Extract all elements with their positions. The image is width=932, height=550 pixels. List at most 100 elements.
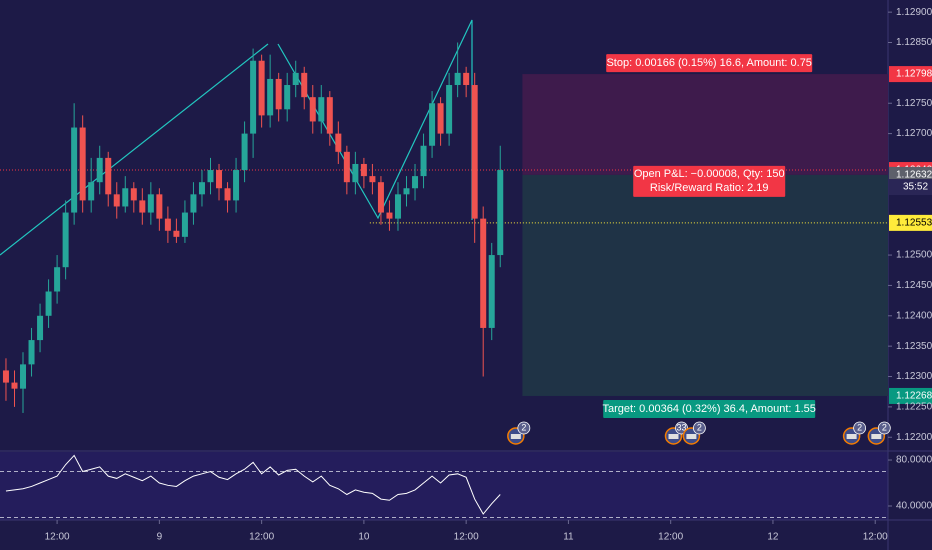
candle-body: [301, 72, 308, 98]
candle-body: [122, 188, 129, 207]
price-badge-label: 1.12268: [896, 391, 932, 402]
candle-body: [216, 170, 223, 189]
event-count: 2: [697, 422, 702, 432]
price-badge: [889, 66, 932, 83]
candle-body: [497, 170, 504, 256]
target-label: Target: 0.00364 (0.32%) 36.4, Amount: 1.…: [602, 403, 815, 415]
event-count-bg: [693, 421, 706, 435]
price-tick-label: 1.12900: [896, 7, 932, 18]
countdown-box: [889, 179, 932, 196]
candle-body: [2, 370, 9, 383]
candle-body: [454, 72, 461, 86]
candle-body: [173, 230, 180, 237]
rsi-tick-label: 80.0000: [896, 455, 932, 466]
candle-body: [250, 60, 257, 134]
candle-body: [446, 85, 453, 134]
time-tick-label: 11: [563, 532, 574, 543]
time-tick-label: 12: [767, 532, 779, 543]
price-tick-label: 1.12500: [896, 250, 932, 261]
candle-body: [360, 163, 367, 177]
candle-body: [96, 157, 103, 183]
stop-label: Stop: 0.00166 (0.15%) 16.6, Amount: 0.75: [606, 57, 811, 69]
candle-body: [292, 72, 299, 86]
price-tick-label: 1.12250: [896, 402, 932, 413]
target-zone: [522, 174, 888, 396]
candle-body: [37, 315, 44, 341]
candle-body: [190, 194, 197, 213]
event-flag: [871, 434, 882, 439]
event-flag: [846, 434, 857, 439]
event-count: 2: [882, 422, 887, 432]
event-flag: [686, 434, 697, 439]
event-count-bg: [877, 421, 891, 435]
candle-body: [326, 97, 333, 134]
price-tick-label: 1.12200: [896, 432, 932, 443]
event-count: 2: [857, 422, 862, 432]
price-tick-label: 1.12700: [896, 128, 932, 139]
candle-body: [139, 200, 146, 213]
price-badge-label: 1.12798: [896, 69, 932, 80]
candle-body: [429, 103, 436, 146]
position-layer: [0, 74, 888, 396]
candle-body: [207, 170, 214, 183]
stop-label-box: [606, 54, 813, 73]
candle-body: [11, 382, 18, 389]
candle-body: [480, 218, 487, 328]
target-label-box: [603, 399, 816, 418]
candle-body: [403, 188, 410, 195]
price-badge: [889, 214, 932, 231]
price-tick-label: 1.12450: [896, 280, 932, 291]
candles: [2, 42, 504, 413]
time-tick-label: 12:00: [454, 532, 479, 543]
candle-body: [463, 72, 470, 86]
time-tick-label: 12:00: [863, 532, 888, 543]
candle-body: [113, 194, 120, 207]
price-tick-label: 1.12750: [896, 98, 932, 109]
overlay: Stop: 0.00166 (0.15%) 16.6, Amount: 0.75…: [507, 54, 932, 445]
candle-body: [156, 194, 163, 219]
candle-body: [471, 85, 478, 219]
event-count-bg: [517, 421, 531, 435]
candle-body: [352, 163, 359, 183]
time-tick-label: 12:00: [658, 532, 683, 543]
event-flag: [668, 434, 679, 439]
price-badge: [889, 387, 932, 404]
price-tick-label: 1.12400: [896, 310, 932, 321]
time-tick-label: 12:00: [45, 532, 70, 543]
candle-body: [318, 97, 325, 122]
candle-body: [28, 340, 35, 365]
time-tick-label: 12:00: [249, 532, 274, 543]
layers: Stop: 0.00166 (0.15%) 16.6, Amount: 0.75…: [0, 19, 932, 445]
candle-body: [437, 103, 444, 134]
candle-body: [71, 127, 78, 213]
time-tick-label: 10: [358, 532, 370, 543]
candle-body: [88, 182, 95, 201]
candle-body: [233, 170, 240, 201]
candle-body: [164, 218, 171, 231]
price-tick-label: 1.12300: [896, 371, 932, 382]
candle-body: [386, 212, 393, 219]
candle-body: [79, 127, 86, 201]
price-badge: [889, 166, 932, 183]
pnl-box: [633, 165, 786, 197]
rsi-tick-label: 40.0000: [896, 501, 932, 512]
price-tick-label: 1.12350: [896, 341, 932, 352]
candle-body: [369, 176, 376, 183]
event-count: 2: [521, 422, 526, 432]
candle-body: [343, 151, 350, 183]
candle-body: [284, 85, 291, 110]
candle-body: [147, 194, 154, 213]
candle-body: [267, 78, 274, 116]
candle-body: [309, 97, 316, 122]
event-flag: [510, 434, 521, 439]
candle-body: [258, 60, 265, 116]
stop-zone: [522, 74, 888, 175]
candle-body: [45, 291, 52, 316]
price-tick-label: 1.12850: [896, 37, 932, 48]
candle-body: [412, 176, 419, 189]
event-count: 33: [676, 422, 686, 432]
pnl-label: Open P&L: −0.00008, Qty: 150: [634, 168, 785, 180]
candle-body: [105, 157, 112, 195]
candle-body: [488, 255, 495, 328]
